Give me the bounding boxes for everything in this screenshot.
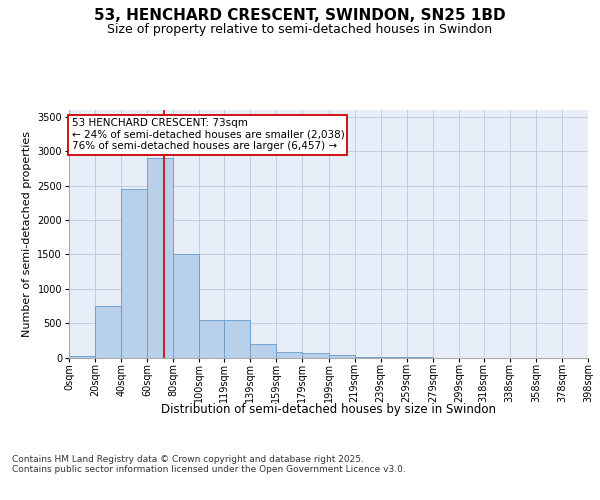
Text: Contains HM Land Registry data © Crown copyright and database right 2025.
Contai: Contains HM Land Registry data © Crown c…: [12, 455, 406, 474]
Text: Distribution of semi-detached houses by size in Swindon: Distribution of semi-detached houses by …: [161, 402, 496, 415]
Bar: [277, 352, 302, 358]
Text: Size of property relative to semi-detached houses in Swindon: Size of property relative to semi-detach…: [107, 22, 493, 36]
Bar: [250, 344, 277, 358]
Bar: [147, 158, 173, 358]
Bar: [69, 356, 95, 358]
Text: 53 HENCHARD CRESCENT: 73sqm
← 24% of semi-detached houses are smaller (2,038)
76: 53 HENCHARD CRESCENT: 73sqm ← 24% of sem…: [71, 118, 344, 152]
Text: 53, HENCHARD CRESCENT, SWINDON, SN25 1BD: 53, HENCHARD CRESCENT, SWINDON, SN25 1BD: [94, 8, 506, 22]
Bar: [302, 354, 329, 358]
Bar: [199, 320, 224, 358]
Bar: [173, 254, 199, 358]
Bar: [95, 306, 121, 358]
Bar: [329, 356, 355, 358]
Y-axis label: Number of semi-detached properties: Number of semi-detached properties: [22, 130, 32, 337]
Bar: [121, 189, 147, 358]
Bar: [224, 320, 250, 358]
